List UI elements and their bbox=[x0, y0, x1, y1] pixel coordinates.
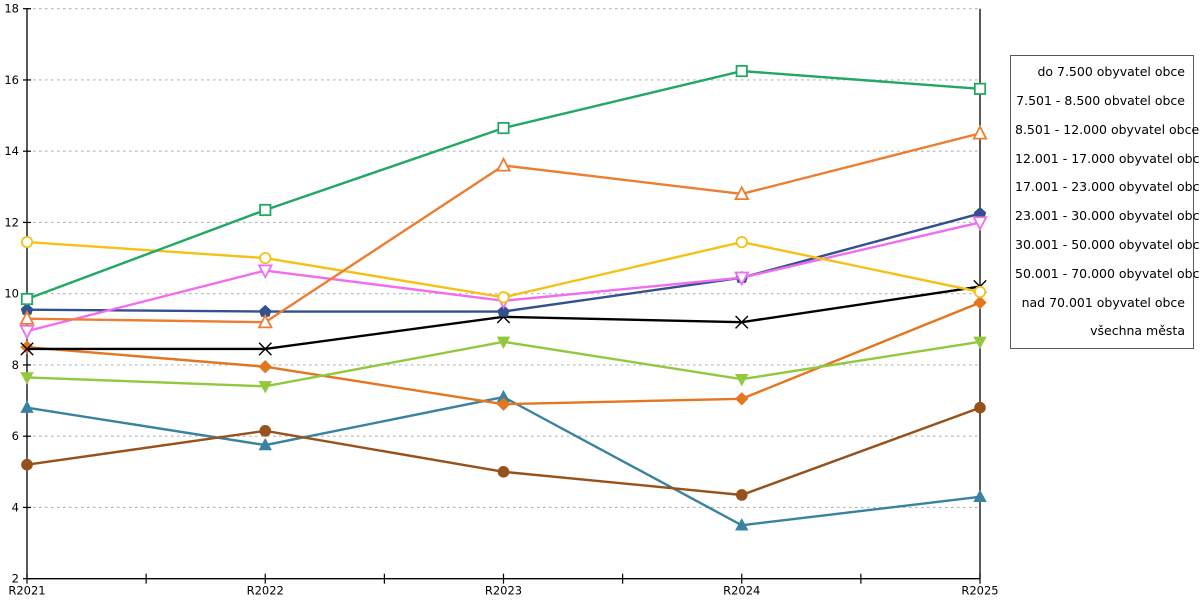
legend-item-3: 12.001 - 17.000 obyvatel obce bbox=[1015, 150, 1200, 166]
legend-item-4: 17.001 - 23.000 obyvatel obce bbox=[1015, 179, 1200, 195]
legend-item-6: 30.001 - 50.000 obyvatel obce bbox=[1015, 236, 1200, 252]
legend-item-9: všechna města bbox=[1090, 323, 1185, 339]
series-3 bbox=[20, 64, 987, 306]
y-tick-label-16: 16 bbox=[4, 73, 19, 87]
y-tick-label-18: 18 bbox=[4, 2, 19, 16]
series-line-3 bbox=[26, 69, 981, 301]
series-2 bbox=[20, 235, 987, 304]
legend-item-8: nad 70.001 obyvatel obce bbox=[1021, 294, 1185, 310]
y-tick-label-6: 6 bbox=[12, 429, 19, 443]
y-tick-label-8: 8 bbox=[12, 358, 19, 372]
x-tick-label-R2024: R2024 bbox=[723, 584, 760, 598]
y-tick-label-12: 12 bbox=[4, 215, 19, 229]
series-line-2 bbox=[26, 240, 981, 299]
legend-item-2: 8.501 - 12.000 obyvatel obce bbox=[1015, 121, 1200, 137]
legend-item-1: 7.501 - 8.500 obvatel obce bbox=[1016, 92, 1185, 108]
x-tick-label-R2025: R2025 bbox=[961, 584, 998, 598]
x-tick-label-R2021: R2021 bbox=[8, 584, 45, 598]
x-tick-label-R2022: R2022 bbox=[247, 584, 284, 598]
series-line-8 bbox=[26, 406, 981, 497]
legend-item-0: do 7.500 obyvatel obce bbox=[1037, 64, 1185, 80]
series-6 bbox=[20, 336, 987, 394]
series-4 bbox=[20, 389, 987, 531]
legend-item-5: 23.001 - 30.000 obyvatel obce bbox=[1015, 208, 1200, 224]
legend-item-7: 50.001 - 70.000 obyvatel obce bbox=[1015, 265, 1200, 281]
x-tick-label-R2023: R2023 bbox=[485, 584, 522, 598]
series-5 bbox=[19, 124, 988, 329]
y-tick-label-2: 2 bbox=[12, 572, 19, 586]
y-tick-label-10: 10 bbox=[4, 287, 19, 301]
legend-box: do 7.500 obyvatel obce 7.501 - 8.500 obva… bbox=[1010, 55, 1200, 349]
y-tick-label-14: 14 bbox=[4, 144, 19, 158]
y-tick-label-4: 4 bbox=[12, 500, 19, 514]
series-8 bbox=[21, 401, 986, 501]
